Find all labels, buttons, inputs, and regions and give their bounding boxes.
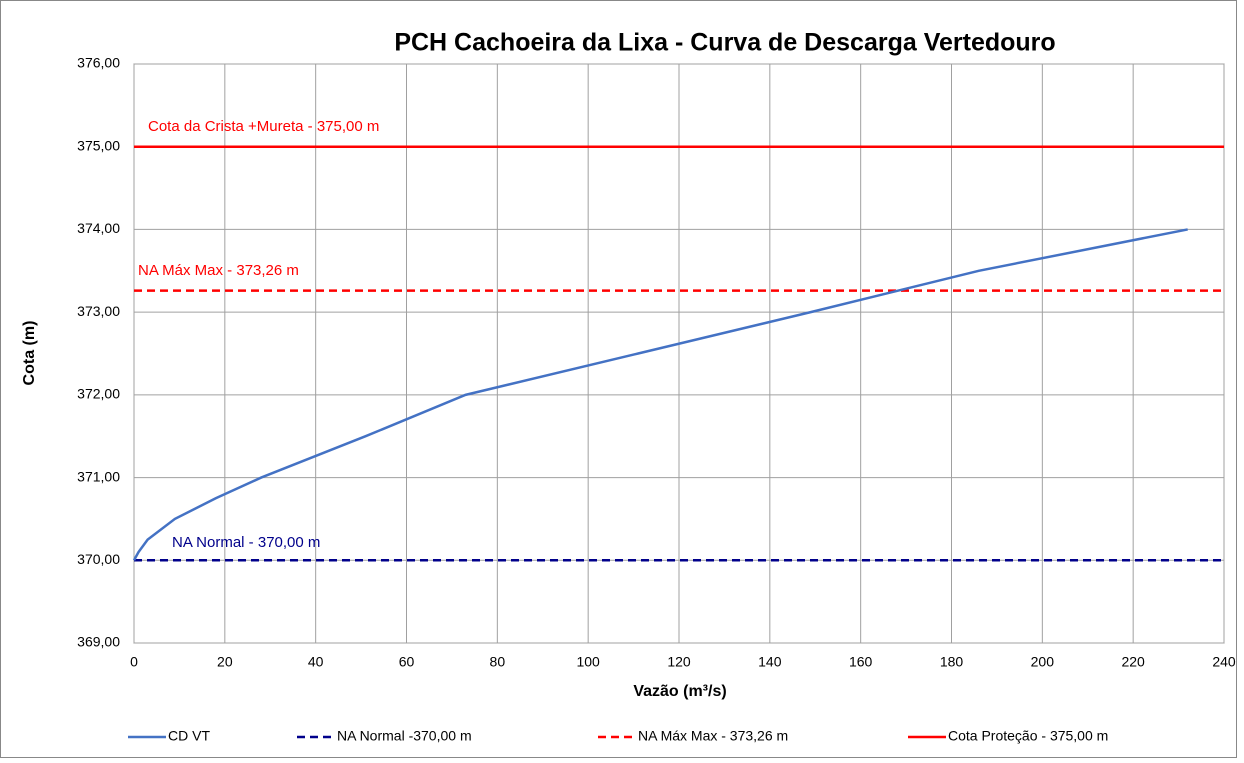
y-tick-label: 376,00: [77, 55, 120, 71]
legend-label: NA Normal -370,00 m: [337, 728, 472, 744]
annotation: Cota da Crista +Mureta - 375,00 m: [148, 118, 379, 135]
series-line: [132, 228, 1188, 561]
annotation: NA Máx Max - 373,26 m: [138, 262, 299, 279]
y-tick-label: 372,00: [77, 386, 120, 402]
x-tick-label: 40: [308, 654, 324, 670]
legend-label: CD VT: [168, 728, 210, 744]
x-tick-label: 0: [130, 654, 138, 670]
x-axis-label: Vazão (m³/s): [633, 683, 726, 700]
chart-title: PCH Cachoeira da Lixa - Curva de Descarg…: [394, 29, 1055, 57]
x-tick-label: 80: [490, 654, 506, 670]
x-tick-label: 240: [1212, 654, 1236, 670]
annotation: NA Normal - 370,00 m: [172, 534, 320, 551]
y-tick-label: 369,00: [77, 634, 120, 650]
legend-label: NA Máx Max - 373,26 m: [638, 728, 788, 744]
x-tick-label: 140: [758, 654, 782, 670]
y-tick-label: 373,00: [77, 303, 120, 319]
y-tick-label: 374,00: [77, 220, 120, 236]
x-tick-label: 180: [940, 654, 964, 670]
y-axis-label: Cota (m): [21, 321, 38, 386]
x-tick-label: 100: [576, 654, 600, 670]
y-tick-label: 370,00: [77, 551, 120, 567]
x-tick-label: 160: [849, 654, 873, 670]
x-tick-label: 200: [1031, 654, 1055, 670]
x-tick-label: 20: [217, 654, 233, 670]
x-tick-label: 60: [399, 654, 415, 670]
x-tick-label: 220: [1121, 654, 1145, 670]
x-tick-label: 120: [667, 654, 691, 670]
legend-label: Cota Proteção - 375,00 m: [948, 728, 1108, 744]
y-tick-label: 371,00: [77, 468, 120, 484]
y-tick-label: 375,00: [77, 137, 120, 153]
